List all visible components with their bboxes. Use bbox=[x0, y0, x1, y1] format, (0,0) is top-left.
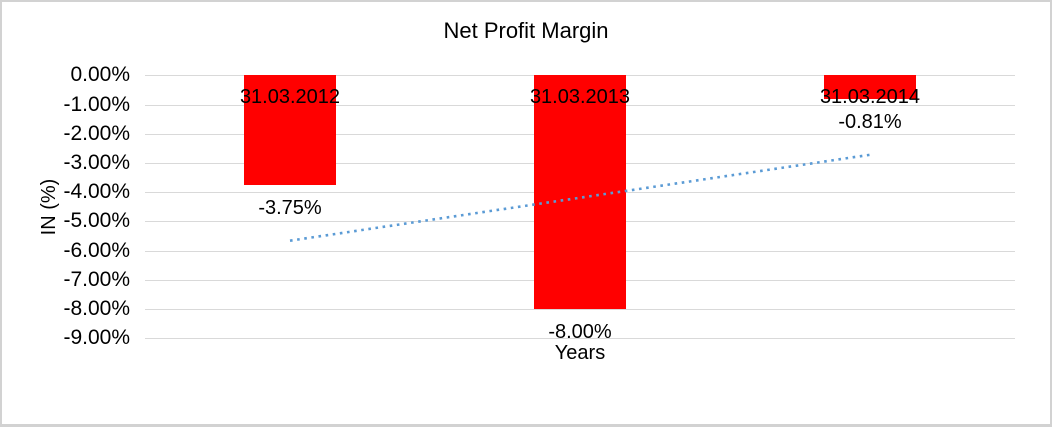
bar-31.03.2014 bbox=[824, 75, 916, 99]
bar-31.03.2013 bbox=[534, 75, 626, 309]
x-axis-title: Years bbox=[554, 342, 606, 364]
y-tick-label: -3.00% bbox=[63, 151, 130, 174]
category-label: 31.03.2014 bbox=[819, 86, 921, 108]
y-tick-label: -6.00% bbox=[63, 239, 130, 262]
category-label: 31.03.2012 bbox=[239, 86, 341, 108]
data-label: -8.00% bbox=[548, 321, 612, 343]
y-tick-label: -8.00% bbox=[63, 297, 130, 320]
y-tick-label: 0.00% bbox=[70, 63, 130, 86]
data-label: -0.81% bbox=[838, 111, 902, 133]
y-tick-label: -2.00% bbox=[63, 122, 130, 145]
gridline bbox=[145, 338, 1015, 339]
category-label: 31.03.2013 bbox=[529, 86, 631, 108]
y-tick-label: -1.00% bbox=[63, 93, 130, 116]
data-label: -3.75% bbox=[258, 197, 322, 219]
y-tick-label: -5.00% bbox=[63, 209, 130, 232]
y-tick-label: -4.00% bbox=[63, 180, 130, 203]
chart-title: Net Profit Margin bbox=[443, 18, 609, 43]
gridline bbox=[145, 309, 1015, 310]
y-tick-label: -7.00% bbox=[63, 268, 130, 291]
y-tick-label: -9.00% bbox=[63, 326, 130, 349]
